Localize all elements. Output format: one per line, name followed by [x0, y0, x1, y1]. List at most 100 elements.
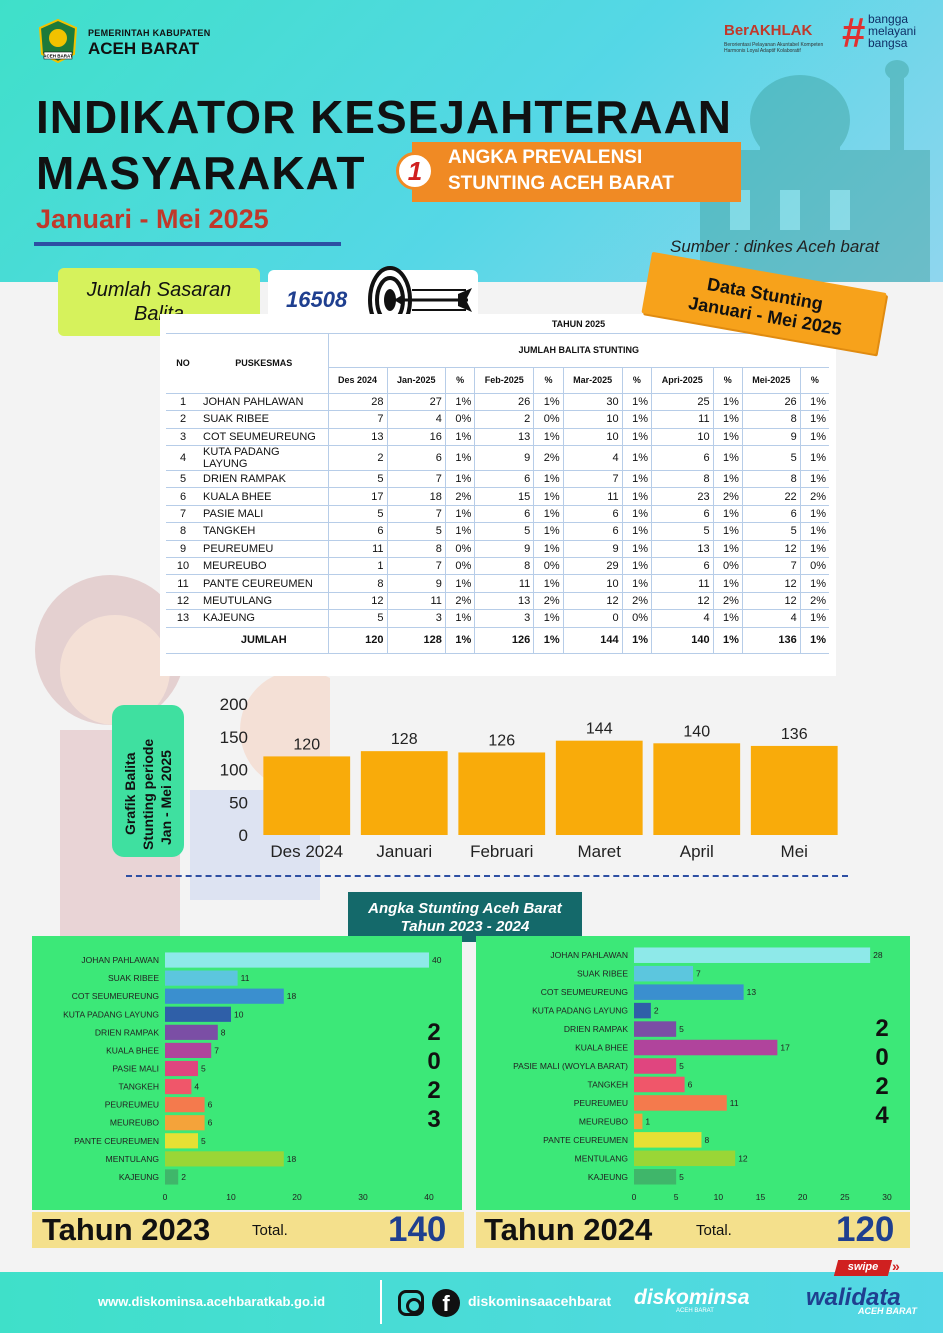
table-cell-value: 10 [562, 410, 623, 429]
data-label: 126 [488, 732, 515, 749]
table-column-header-row: Des 2024 Jan-2025% Feb-2025% Mar-2025% Apri-… [166, 367, 829, 394]
category-label: JOHAN PAHLAWAN [81, 955, 159, 965]
melayani-word: melayani [868, 24, 917, 38]
table-cell-value: 18 [386, 487, 446, 506]
table-cell-value: 6 [474, 470, 534, 489]
x-tick-label: 40 [424, 1192, 434, 1202]
government-line-1: PEMERINTAH KABUPATEN [88, 28, 211, 38]
bar [634, 984, 744, 1000]
total-2023-value: 140 [388, 1210, 447, 1249]
table-cell-value: 7 [386, 557, 446, 576]
category-label: KUTA PADANG LAYUNG [63, 1009, 159, 1019]
table-cell-puskesmas: COT SEUMEUREUNG [200, 428, 328, 447]
data-label: 13 [747, 987, 757, 997]
table-cell-value: 1% [533, 505, 564, 524]
category-label: KUTA PADANG LAYUNG [532, 1006, 628, 1016]
data-label: 136 [781, 726, 808, 743]
table-row: 5 DRIEN RAMPAK 5 7 1% 6 1% 7 1% 8 1% 8 1% [166, 470, 829, 489]
bar [634, 1076, 685, 1093]
category-label: PASIE MALI (WOYLA BARAT) [513, 1061, 628, 1071]
x-tick-label: 15 [756, 1192, 766, 1202]
table-cell-no: 8 [166, 522, 200, 541]
table-cell-value: 1% [621, 627, 652, 654]
table-cell-value: 0% [533, 557, 564, 576]
table-row: 6 KUALA BHEE 17 18 2% 15 1% 11 1% 23 2% 22 2% [166, 487, 829, 506]
x-tick-label: 20 [292, 1192, 302, 1202]
total-2024-label: Total. [696, 1222, 732, 1239]
bar [458, 752, 546, 835]
table-cell-value: 126 [474, 627, 534, 654]
table-cell-value: 6 [651, 445, 714, 472]
table-cell-value: 5 [327, 470, 388, 489]
data-label: 18 [287, 991, 297, 1001]
data-label: 120 [293, 736, 320, 753]
berakhlak-subtitle: Berorientasi Pelayanan Akuntabel Kompete… [724, 42, 824, 54]
facebook-icon[interactable]: f [432, 1289, 460, 1317]
swipe-label[interactable]: swipe [847, 1261, 879, 1273]
table-cell-value: 6 [474, 505, 534, 524]
data-label: 18 [287, 1154, 297, 1164]
period-subtitle: Januari - Mei 2025 [36, 204, 269, 234]
table-row: 7 PASIE MALI 5 7 1% 6 1% 6 1% 6 1% 6 1% [166, 505, 829, 524]
total-2024-year: Tahun 2024 [484, 1212, 653, 1247]
bar [165, 1133, 198, 1149]
table-row: 10 MEUREUBO 1 7 0% 8 0% 29 1% 6 0% 7 0% [166, 557, 829, 576]
berakhlak-logo: BerAKHLAK [724, 22, 813, 39]
table-cell-value: 8 [474, 557, 534, 576]
table-cell-value: 2% [799, 487, 829, 506]
table-cell-value: 1% [533, 470, 564, 489]
table-cell-value: 3 [474, 609, 534, 628]
table-column-header: Mar-2025 [562, 367, 623, 394]
table-cell-value: 1% [712, 470, 743, 489]
x-tick-label: 0 [163, 1192, 168, 1202]
table-cell-value: 6 [562, 505, 623, 524]
grafik-label-badge [112, 705, 184, 857]
table-cell-value: 9 [474, 540, 534, 559]
grafik-label-line-2: Stunting periode [140, 738, 156, 850]
social-handle[interactable]: diskominsaacehbarat [468, 1293, 612, 1309]
swipe-arrow-icon[interactable]: » [892, 1258, 900, 1274]
total-2024-box [476, 1212, 910, 1248]
bar [360, 751, 448, 835]
table-cell-value: 8 [741, 470, 801, 489]
data-label: 2 [654, 1006, 659, 1016]
table-cell-value: 1% [444, 627, 475, 654]
table-cell-puskesmas: JOHAN PAHLAWAN [200, 393, 328, 412]
table-cell-value: 128 [386, 627, 446, 654]
monthly-stunting-bar-chart: 0 50 100 150 200 120 Des 2024 128 Januari 126 Febr… [220, 695, 838, 861]
data-label: 5 [201, 1064, 206, 1074]
table-cell-value: 13 [474, 592, 534, 611]
table-cell-value: 2% [533, 592, 564, 611]
table-column-header: Jan-2025 [386, 367, 446, 394]
category-label: PEUREUMEU [105, 1100, 159, 1110]
table-cell-value: 144 [562, 627, 623, 654]
bar [165, 1169, 179, 1185]
bar [634, 1132, 702, 1148]
table-cell-value: 29 [562, 557, 623, 576]
x-tick-label: 30 [882, 1192, 892, 1202]
indicator-title-line-1: ANGKA PREVALENSI [448, 147, 643, 168]
table-cell-puskesmas: MEUREUBO [200, 557, 328, 576]
table-cell-value: 7 [386, 505, 446, 524]
seal-label: ACEH BARAT [43, 54, 73, 59]
table-cell-value: 1% [621, 540, 652, 559]
y-tick-label: 100 [220, 761, 248, 780]
table-column-header: Des 2024 [327, 367, 388, 394]
table-cell-value: 1% [444, 445, 475, 472]
bar [165, 1042, 212, 1059]
instagram-icon[interactable] [398, 1290, 424, 1316]
table-column-header: % [799, 367, 829, 394]
data-label: 6 [208, 1118, 213, 1128]
table-cell-value: 12 [651, 592, 714, 611]
bar [165, 1078, 192, 1095]
stunting-table-container: TAHUN 2025 NO PUSKESMAS JUMLAH BALITA ST… [160, 314, 836, 676]
table-cell-value: 1% [799, 574, 829, 593]
table-cell-value: 10 [562, 574, 623, 593]
table-cell-value: 5 [741, 445, 801, 472]
table-cell-value: 8 [327, 574, 388, 593]
walidata-logo: walidata [806, 1284, 901, 1311]
website-link[interactable]: www.diskominsa.acehbaratkab.go.id [98, 1294, 326, 1309]
table-cell-value: 15 [474, 487, 534, 506]
bar [165, 988, 284, 1004]
table-cell-value: 5 [741, 522, 801, 541]
